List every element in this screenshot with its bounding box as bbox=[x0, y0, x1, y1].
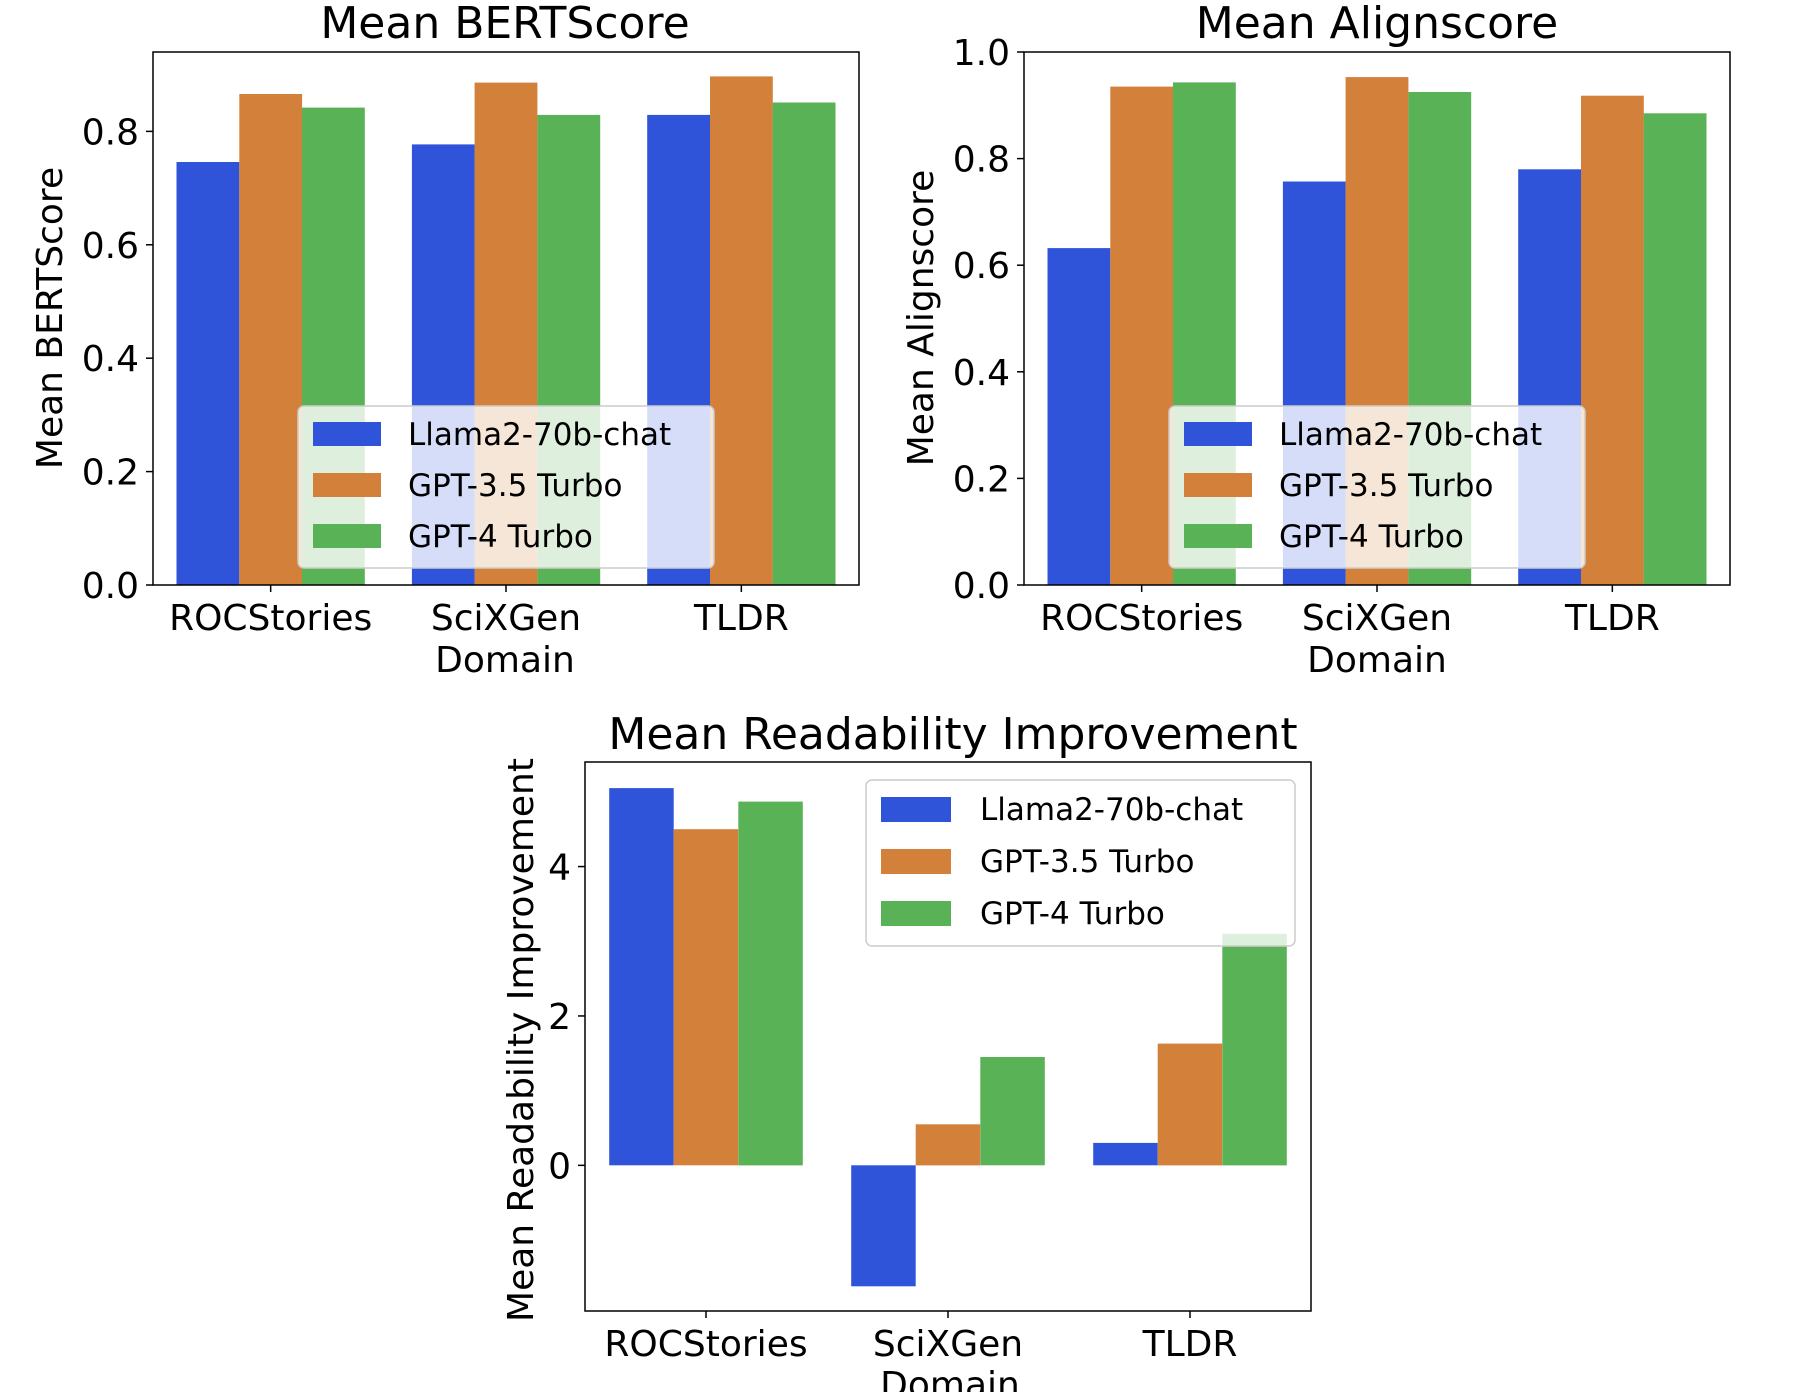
x-axis-label: Domain bbox=[880, 1365, 1020, 1392]
plot-frame bbox=[584, 761, 1312, 1312]
legend-swatch-llama bbox=[1184, 422, 1252, 446]
y-tick-label: 0.2 bbox=[953, 459, 1010, 500]
bar-llama-scixgen bbox=[851, 1165, 916, 1287]
bar-gpt4-tldr bbox=[1643, 113, 1707, 586]
chart-readability: Mean Readability Improvement Mean Readab… bbox=[501, 709, 1312, 1392]
legend-label: Llama2-70b-chat bbox=[980, 792, 1243, 828]
bar-gpt35-tldr bbox=[1581, 95, 1644, 585]
legend: Llama2-70b-chat GPT-3.5 Turbo GPT-4 Turb… bbox=[297, 405, 715, 569]
y-tick-label: 4 bbox=[548, 848, 571, 889]
bar-llama-rocstories bbox=[1047, 248, 1111, 585]
x-tick-label: ROCStories bbox=[1040, 598, 1243, 639]
plot-frame bbox=[152, 51, 860, 586]
y-axis-label: Mean Alignscore bbox=[901, 170, 942, 467]
legend-box bbox=[297, 405, 715, 569]
bar-llama-rocstories bbox=[176, 162, 240, 585]
bar-gpt35-rocstories bbox=[1110, 86, 1174, 585]
legend-box bbox=[865, 779, 1296, 947]
chart-title: Mean Readability Improvement bbox=[608, 709, 1297, 760]
bar-gpt35-scixgen bbox=[915, 1124, 981, 1166]
legend-label: GPT-4 Turbo bbox=[980, 896, 1165, 932]
legend-swatch-llama bbox=[881, 797, 951, 822]
legend: Llama2-70b-chat GPT-3.5 Turbo GPT-4 Turb… bbox=[865, 779, 1296, 947]
legend-label: Llama2-70b-chat bbox=[408, 417, 671, 453]
chart-title: Mean Alignscore bbox=[1196, 0, 1558, 49]
legend-label: GPT-3.5 Turbo bbox=[408, 468, 622, 504]
legend-swatch-gpt35 bbox=[881, 849, 951, 874]
bar-gpt4-tldr bbox=[1222, 933, 1287, 1166]
bar-gpt4-scixgen bbox=[980, 1057, 1045, 1166]
chart-title: Mean BERTScore bbox=[320, 0, 689, 49]
bar-gpt35-tldr bbox=[1157, 1043, 1223, 1166]
y-tick-label: 0.4 bbox=[82, 339, 139, 380]
plot-frame bbox=[1023, 51, 1731, 586]
x-tick-label: ROCStories bbox=[604, 1324, 807, 1365]
legend-swatch-gpt4 bbox=[881, 901, 951, 926]
y-axis-label: Mean Readability Improvement bbox=[501, 758, 542, 1322]
x-tick-label: TLDR bbox=[1142, 1324, 1238, 1365]
x-axis-label: Domain bbox=[1307, 640, 1447, 681]
x-tick-label: TLDR bbox=[693, 598, 789, 639]
legend-swatch-gpt4 bbox=[313, 524, 381, 548]
bar-llama-rocstories bbox=[609, 788, 674, 1166]
x-ticks: ROCStories SciXGen TLDR bbox=[169, 585, 789, 639]
bar-gpt35-rocstories bbox=[673, 829, 739, 1166]
legend-swatch-gpt35 bbox=[1184, 473, 1252, 497]
y-axis-label: Mean BERTScore bbox=[30, 167, 71, 469]
x-tick-label: TLDR bbox=[1564, 598, 1660, 639]
bar-gpt35-rocstories bbox=[239, 94, 303, 585]
legend-box bbox=[1168, 405, 1586, 569]
legend-label: Llama2-70b-chat bbox=[1279, 417, 1542, 453]
legend-label: GPT-3.5 Turbo bbox=[980, 844, 1194, 880]
y-tick-label: 0.2 bbox=[82, 453, 139, 494]
x-tick-label: SciXGen bbox=[873, 1324, 1023, 1365]
y-tick-label: 0.8 bbox=[953, 140, 1010, 181]
chart-bertscore: Mean BERTScore Mean BERTScore 0.0 0.2 0.… bbox=[30, 0, 860, 681]
legend-swatch-llama bbox=[313, 422, 381, 446]
y-tick-label: 0.8 bbox=[82, 112, 139, 153]
legend-swatch-gpt4 bbox=[1184, 524, 1252, 548]
y-ticks: 0 2 4 bbox=[548, 848, 585, 1187]
y-tick-label: 0.6 bbox=[82, 226, 139, 267]
legend-label: GPT-3.5 Turbo bbox=[1279, 468, 1493, 504]
legend-swatch-gpt35 bbox=[313, 473, 381, 497]
bar-gpt4-tldr bbox=[772, 102, 836, 585]
y-ticks: 0.0 0.2 0.4 0.6 0.8 1.0 bbox=[953, 33, 1024, 607]
x-tick-label: SciXGen bbox=[1302, 598, 1452, 639]
bar-gpt4-rocstories bbox=[738, 801, 803, 1166]
bar-gpt35-tldr bbox=[710, 76, 773, 586]
legend-label: GPT-4 Turbo bbox=[1279, 519, 1464, 555]
x-tick-label: SciXGen bbox=[431, 598, 581, 639]
legend-label: GPT-4 Turbo bbox=[408, 519, 593, 555]
bars bbox=[609, 788, 1287, 1287]
x-ticks: ROCStories SciXGen TLDR bbox=[604, 1311, 1237, 1365]
y-tick-label: 2 bbox=[548, 997, 571, 1038]
x-axis-label: Domain bbox=[435, 640, 575, 681]
y-tick-label: 1.0 bbox=[953, 33, 1010, 74]
y-ticks: 0.0 0.2 0.4 0.6 0.8 bbox=[82, 112, 153, 607]
y-tick-label: 0.0 bbox=[82, 566, 139, 607]
bar-llama-tldr bbox=[1093, 1142, 1158, 1166]
chart-alignscore: Mean Alignscore Mean Alignscore 0.0 0.2 … bbox=[901, 0, 1731, 681]
y-tick-label: 0.4 bbox=[953, 353, 1010, 394]
x-tick-label: ROCStories bbox=[169, 598, 372, 639]
y-tick-label: 0.0 bbox=[953, 566, 1010, 607]
y-tick-label: 0.6 bbox=[953, 246, 1010, 287]
y-tick-label: 0 bbox=[548, 1146, 571, 1187]
legend: Llama2-70b-chat GPT-3.5 Turbo GPT-4 Turb… bbox=[1168, 405, 1586, 569]
x-ticks: ROCStories SciXGen TLDR bbox=[1040, 585, 1660, 639]
